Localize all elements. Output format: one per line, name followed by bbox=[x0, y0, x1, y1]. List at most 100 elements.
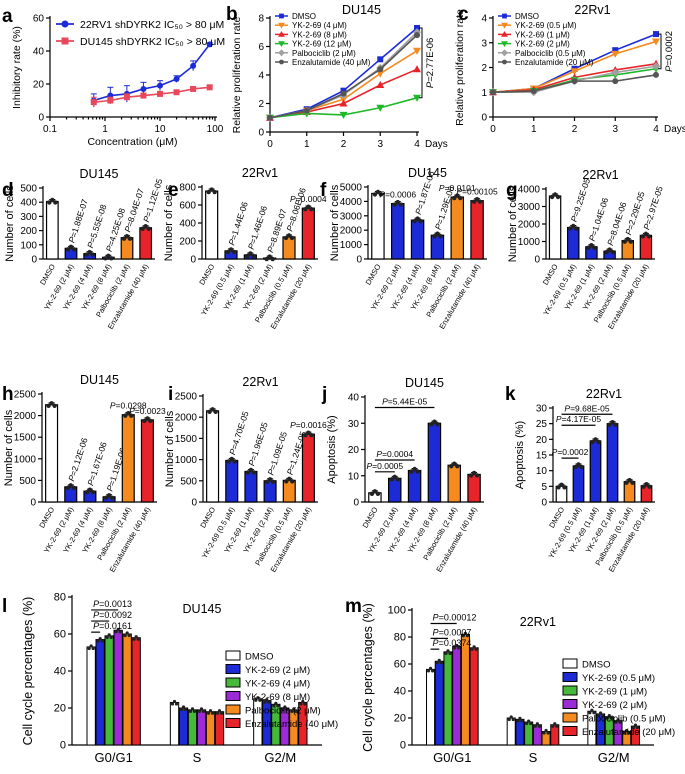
panel-l-legend-swatch bbox=[225, 664, 241, 674]
panel-c-y-tick-label: 4 bbox=[481, 14, 487, 25]
panel-b-y-tick-label: 2 bbox=[258, 99, 264, 110]
panel-l-dot bbox=[179, 707, 184, 712]
panel-a-point bbox=[173, 76, 180, 83]
panel-l-dot bbox=[219, 711, 224, 715]
panel-l-dot bbox=[281, 707, 285, 712]
panel-c-bracket-label: P=0.0002 bbox=[664, 31, 675, 72]
panel-g-dot bbox=[549, 194, 555, 200]
panel-l-dot bbox=[294, 709, 298, 713]
panel-c-legend-marker bbox=[501, 31, 508, 37]
panel-g-category-label: DMSO bbox=[541, 262, 560, 286]
panel-d-dot bbox=[47, 200, 52, 205]
panel-d-bar bbox=[139, 227, 153, 260]
panel-m-dot bbox=[590, 708, 594, 712]
panel-e-category-label: DMSO bbox=[197, 262, 216, 286]
panel-e-pvalue-label: P=1.46E-06 bbox=[246, 204, 270, 250]
panel-h-bar bbox=[45, 404, 59, 503]
panel-e-dot bbox=[303, 206, 308, 212]
panel-f-pvalue-label: P=0.0101 bbox=[439, 183, 476, 193]
panel-i-y-tick-label: 500 bbox=[180, 476, 197, 487]
panel-l-y-tick-label: 60 bbox=[54, 629, 66, 641]
panel-m-dot bbox=[542, 731, 546, 735]
panel-l-bar bbox=[187, 709, 198, 746]
panel-f-dot bbox=[418, 218, 423, 224]
panel-m-y-tick-label: 0 bbox=[400, 740, 406, 752]
panel-g-y-tick-label: 2000 bbox=[518, 220, 541, 231]
panel-l-legend-swatch bbox=[225, 718, 241, 728]
panel-d-pvalue-label: P=5.55E-08 bbox=[85, 203, 109, 249]
panel-h-dot bbox=[126, 411, 131, 416]
panel-f-y-tick-label: 0 bbox=[356, 255, 362, 266]
panel-j-ylabel: Apoptosis (%) bbox=[326, 415, 338, 483]
panel-k-dot bbox=[576, 462, 581, 467]
panel-b-bracket-label: P=2.77E-06 bbox=[425, 38, 436, 88]
panel-d-category-label: DMSO bbox=[38, 262, 57, 286]
panel-h-dot bbox=[123, 413, 128, 418]
panel-l-dot bbox=[206, 711, 211, 715]
panel-l-dot bbox=[276, 704, 280, 708]
panel-l-dot bbox=[87, 646, 91, 651]
panel-j-bracket-label: P=0.0005 bbox=[367, 461, 404, 471]
panel-l-bar bbox=[178, 707, 189, 746]
panel-c-x-tick-label: 2 bbox=[572, 124, 578, 135]
panel-j-dot bbox=[372, 489, 378, 494]
panel-f-bar bbox=[391, 202, 405, 260]
panel-e-pvalue-label: P=1.44E-06 bbox=[226, 200, 250, 246]
panel-k-dot bbox=[630, 480, 635, 485]
panel-letter-i: i bbox=[168, 384, 173, 405]
panel-k-y-tick-label: 25 bbox=[536, 419, 548, 430]
panel-m-dot bbox=[430, 669, 435, 673]
panel-m-ylabel: Cell cycle percentages (%) bbox=[361, 603, 375, 752]
panel-b-ylabel: Relative proliferation rate bbox=[231, 16, 243, 133]
panel-a-legend-label: DU145 shDYRK2 IC₅₀ > 80 μM bbox=[80, 36, 225, 48]
panel-m-dot bbox=[518, 716, 522, 720]
panel-l-dot bbox=[254, 698, 258, 702]
panel-f-dot bbox=[458, 195, 463, 201]
panel-d-bar bbox=[120, 237, 134, 260]
panel-l-dot bbox=[107, 633, 111, 637]
panel-m-dot bbox=[625, 728, 629, 733]
panel-m-dot bbox=[623, 731, 627, 735]
panel-a-y-tick-label: 20 bbox=[33, 80, 45, 91]
panel-g-dot bbox=[552, 192, 558, 197]
panel-a-point bbox=[206, 41, 213, 48]
panel-m-bar bbox=[460, 633, 470, 746]
panel-m-dot bbox=[609, 716, 613, 720]
panel-b-point bbox=[303, 107, 310, 114]
panel-e-dot bbox=[228, 247, 234, 252]
panel-m-dot bbox=[461, 634, 466, 638]
panel-d-pvalue-label: P=1.88E-07 bbox=[66, 198, 90, 244]
panel-c-point bbox=[611, 50, 620, 58]
panel-d-dot bbox=[127, 236, 133, 241]
panel-m-dot bbox=[627, 731, 631, 735]
panel-l-dot bbox=[183, 707, 188, 712]
panel-l-legend-label: YK-2-69 (8 μM) bbox=[245, 692, 310, 703]
panel-letter-a: a bbox=[2, 6, 13, 27]
panel-c-xlabel: Days bbox=[664, 124, 685, 135]
panel-j-dot bbox=[452, 461, 457, 466]
panel-j-dot bbox=[432, 419, 437, 424]
panel-j-bracket-label: P=0.0004 bbox=[376, 449, 413, 459]
panel-m-bar bbox=[426, 668, 436, 746]
panel-j-title: DU145 bbox=[405, 376, 444, 390]
panel-h-dot bbox=[90, 490, 96, 495]
panel-m-dot bbox=[428, 666, 433, 671]
panel-m-legend-label: Enzalutamide (20 μM) bbox=[582, 727, 675, 738]
panel-m-legend-swatch bbox=[562, 699, 578, 709]
panel-m-dot bbox=[553, 722, 557, 726]
panel-j-y-tick-label: 10 bbox=[348, 471, 360, 482]
panel-m-dot bbox=[631, 726, 636, 730]
panel-l-dot bbox=[116, 627, 120, 631]
panel-d-dot bbox=[146, 226, 151, 231]
panel-i-y-tick-label: 2000 bbox=[175, 413, 198, 424]
panel-c-x-tick-label: 0 bbox=[490, 124, 496, 135]
panel-c-x-tick-label: 1 bbox=[531, 124, 537, 135]
panel-l-legend-swatch bbox=[225, 704, 241, 715]
panel-m-dot bbox=[633, 723, 638, 727]
panel-a-point bbox=[206, 84, 213, 91]
panel-f-bar bbox=[470, 200, 484, 260]
panel-f-dot bbox=[395, 199, 400, 205]
panel-l-dot bbox=[132, 637, 136, 641]
panel-f-dot bbox=[415, 216, 420, 221]
